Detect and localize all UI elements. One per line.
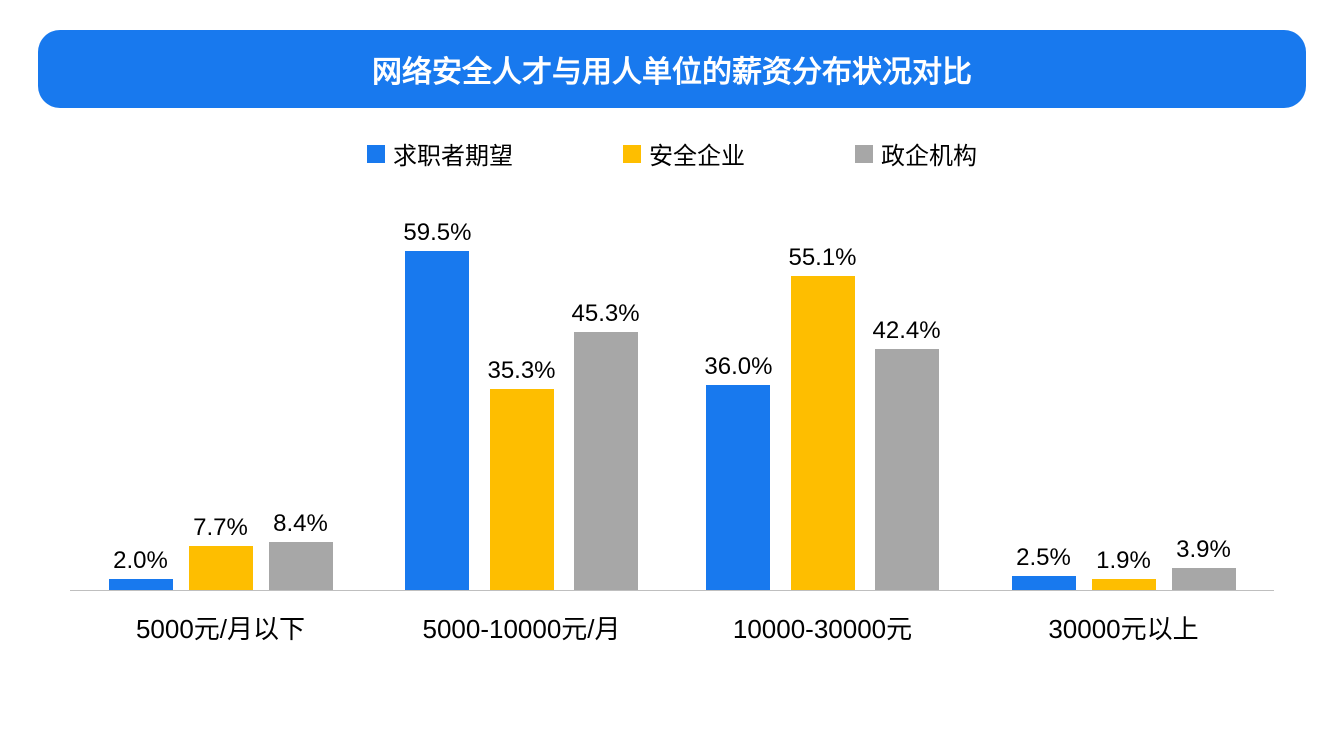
bar-wrap: 7.7%: [189, 514, 253, 590]
bar-value-label: 42.4%: [873, 317, 941, 345]
chart-title: 网络安全人才与用人单位的薪资分布状况对比: [372, 47, 972, 91]
bar-value-label: 2.5%: [1016, 544, 1071, 572]
bar-group: 2.0% 7.7% 8.4%: [70, 510, 371, 590]
bar-wrap: 42.4%: [873, 317, 941, 590]
bar: [269, 542, 333, 590]
x-axis-label: 30000元以上: [973, 609, 1274, 646]
bar-value-label: 59.5%: [403, 219, 471, 247]
bar-wrap: 45.3%: [572, 300, 640, 590]
bar: [875, 349, 939, 590]
bar-value-label: 7.7%: [193, 514, 248, 542]
legend-swatch-icon: [623, 145, 641, 163]
x-axis-label: 5000-10000元/月: [371, 609, 672, 646]
x-axis-labels: 5000元/月以下5000-10000元/月10000-30000元30000元…: [70, 609, 1274, 646]
bar-wrap: 36.0%: [704, 353, 772, 590]
chart-plot-area: 2.0% 7.7% 8.4% 59.5% 35.3% 45.3% 36.0% 55.1% 42.…: [70, 221, 1274, 591]
bar-chart: 2.0% 7.7% 8.4% 59.5% 35.3% 45.3% 36.0% 55.1% 42.…: [70, 221, 1274, 651]
bar-wrap: 3.9%: [1172, 536, 1236, 590]
legend-swatch-icon: [855, 145, 873, 163]
x-axis-label: 5000元/月以下: [70, 609, 371, 646]
bar: [706, 385, 770, 590]
bar-value-label: 55.1%: [788, 244, 856, 272]
legend-label: 政企机构: [881, 136, 977, 171]
bar: [405, 251, 469, 590]
legend-label: 安全企业: [649, 136, 745, 171]
bar-wrap: 8.4%: [269, 510, 333, 590]
bar: [574, 332, 638, 590]
bar-value-label: 3.9%: [1176, 536, 1231, 564]
bar-wrap: 2.0%: [109, 547, 173, 590]
legend-item: 求职者期望: [367, 136, 513, 171]
chart-title-bar: 网络安全人才与用人单位的薪资分布状况对比: [38, 30, 1306, 108]
bar-value-label: 8.4%: [273, 510, 328, 538]
bar: [189, 546, 253, 590]
bar-value-label: 45.3%: [572, 300, 640, 328]
bar: [490, 389, 554, 590]
bar-wrap: 2.5%: [1012, 544, 1076, 590]
legend-item: 安全企业: [623, 136, 745, 171]
bar: [1012, 576, 1076, 590]
legend-item: 政企机构: [855, 136, 977, 171]
bar-value-label: 36.0%: [704, 353, 772, 381]
bar: [109, 579, 173, 590]
bar: [791, 276, 855, 590]
legend-swatch-icon: [367, 145, 385, 163]
bar-wrap: 59.5%: [403, 219, 471, 590]
bar-value-label: 2.0%: [113, 547, 168, 575]
legend-label: 求职者期望: [393, 136, 513, 171]
bar-value-label: 1.9%: [1096, 547, 1151, 575]
x-axis-label: 10000-30000元: [672, 609, 973, 646]
bar: [1092, 579, 1156, 590]
bar-group: 59.5% 35.3% 45.3%: [371, 219, 672, 590]
chart-legend: 求职者期望 安全企业 政企机构: [0, 136, 1344, 171]
bar-group: 2.5% 1.9% 3.9%: [973, 536, 1274, 590]
bar-wrap: 35.3%: [487, 357, 555, 590]
bar-wrap: 1.9%: [1092, 547, 1156, 590]
bar: [1172, 568, 1236, 590]
bar-group: 36.0% 55.1% 42.4%: [672, 244, 973, 590]
bar-value-label: 35.3%: [487, 357, 555, 385]
bar-wrap: 55.1%: [788, 244, 856, 590]
